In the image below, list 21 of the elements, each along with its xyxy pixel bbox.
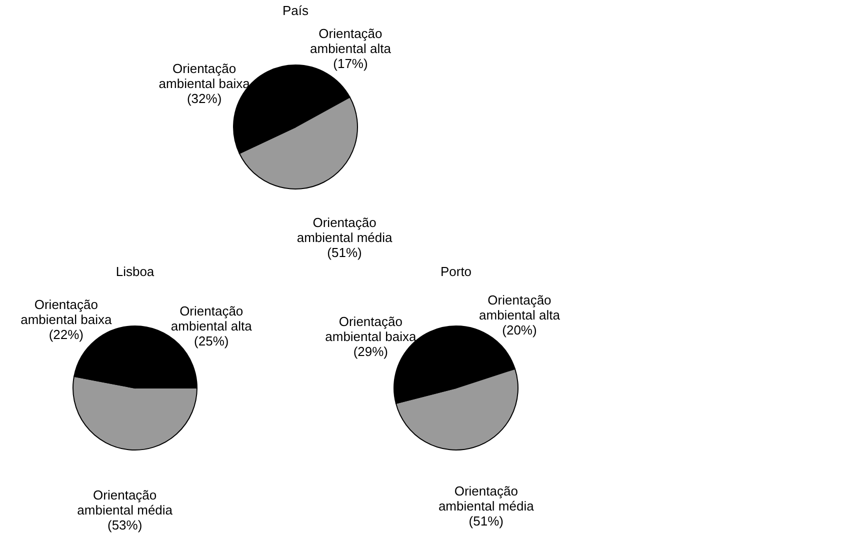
slice-label: Orientação ambiental baixa: [325, 314, 417, 344]
slice-label: Orientação ambiental média: [296, 215, 393, 246]
data-label: (22%): [48, 326, 84, 342]
data-label: (32%): [186, 91, 222, 106]
slice-label: Orientação ambiental baixa: [158, 61, 251, 92]
data-label: (20%): [502, 322, 537, 338]
slice-label: Orientação ambiental baixa: [20, 296, 112, 327]
data-label: (51%): [327, 245, 362, 260]
data-label: (17%): [333, 56, 368, 72]
data-label: (29%): [353, 344, 388, 359]
slice-label: Orientação ambiental alta: [479, 292, 561, 323]
chart-title: Porto: [440, 264, 472, 279]
slice-label: Orientação ambiental média: [438, 484, 535, 514]
chart-title: Lisboa: [116, 264, 155, 279]
data-label: (25%): [194, 334, 229, 349]
slice-label: Orientação ambiental alta: [170, 304, 253, 334]
slice-label: Orientação ambiental média: [77, 488, 174, 518]
data-label: (53%): [107, 518, 142, 533]
chart-title: País: [282, 3, 310, 18]
slice-label: Orientação ambiental alta: [310, 26, 392, 56]
data-label: (51%): [468, 514, 504, 529]
